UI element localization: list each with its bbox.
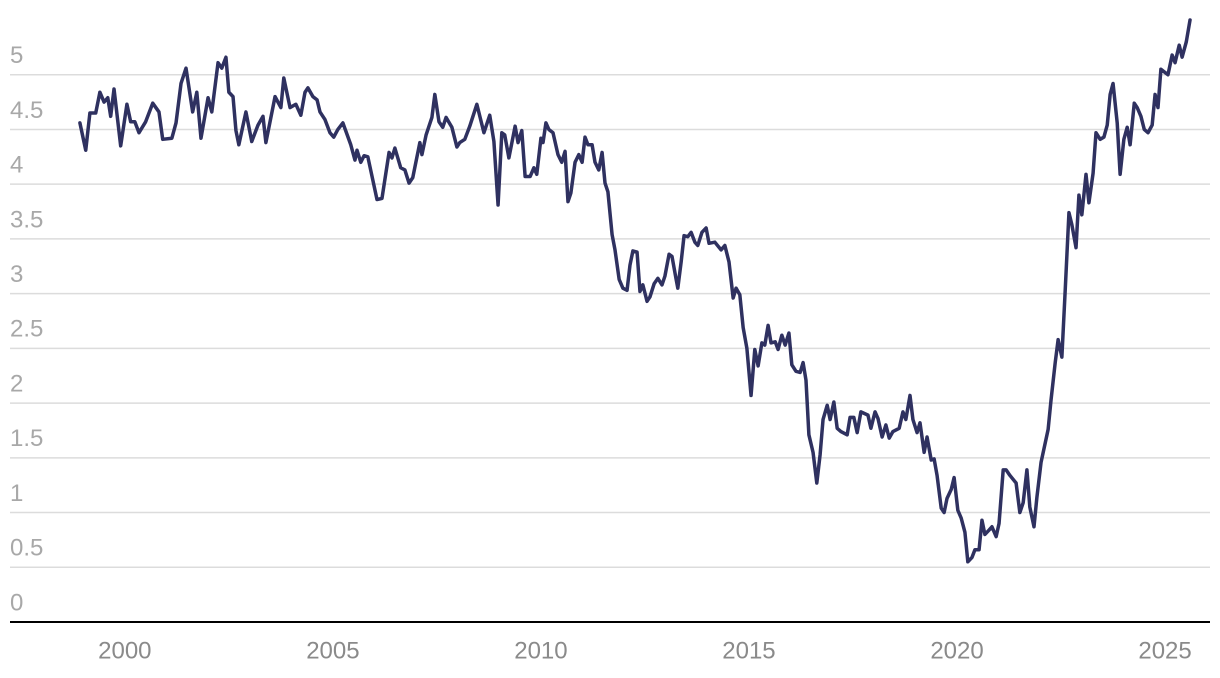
x-tick-label: 2020 xyxy=(930,637,983,664)
y-tick-label: 4.5 xyxy=(10,97,43,124)
x-tick-label: 2025 xyxy=(1138,637,1191,664)
y-tick-label: 3 xyxy=(10,261,23,288)
line xyxy=(78,18,1192,564)
x-tick-label: 2015 xyxy=(722,637,775,664)
y-tick-label: 1.5 xyxy=(10,425,43,452)
y-tick-label: 1 xyxy=(10,480,23,507)
x-tick-label: 2010 xyxy=(514,637,567,664)
y-tick-label: 5 xyxy=(10,42,23,69)
x-tick-label: 2000 xyxy=(98,637,151,664)
y-tick-label: 3.5 xyxy=(10,206,43,233)
y-tick-label: 0.5 xyxy=(10,535,43,562)
y-tick-label: 2.5 xyxy=(10,316,43,343)
x-tick-label: 2005 xyxy=(306,637,359,664)
y-tick-label: 2 xyxy=(10,370,23,397)
y-tick-label: 0 xyxy=(10,589,23,616)
y-tick-label: 4 xyxy=(10,152,23,179)
